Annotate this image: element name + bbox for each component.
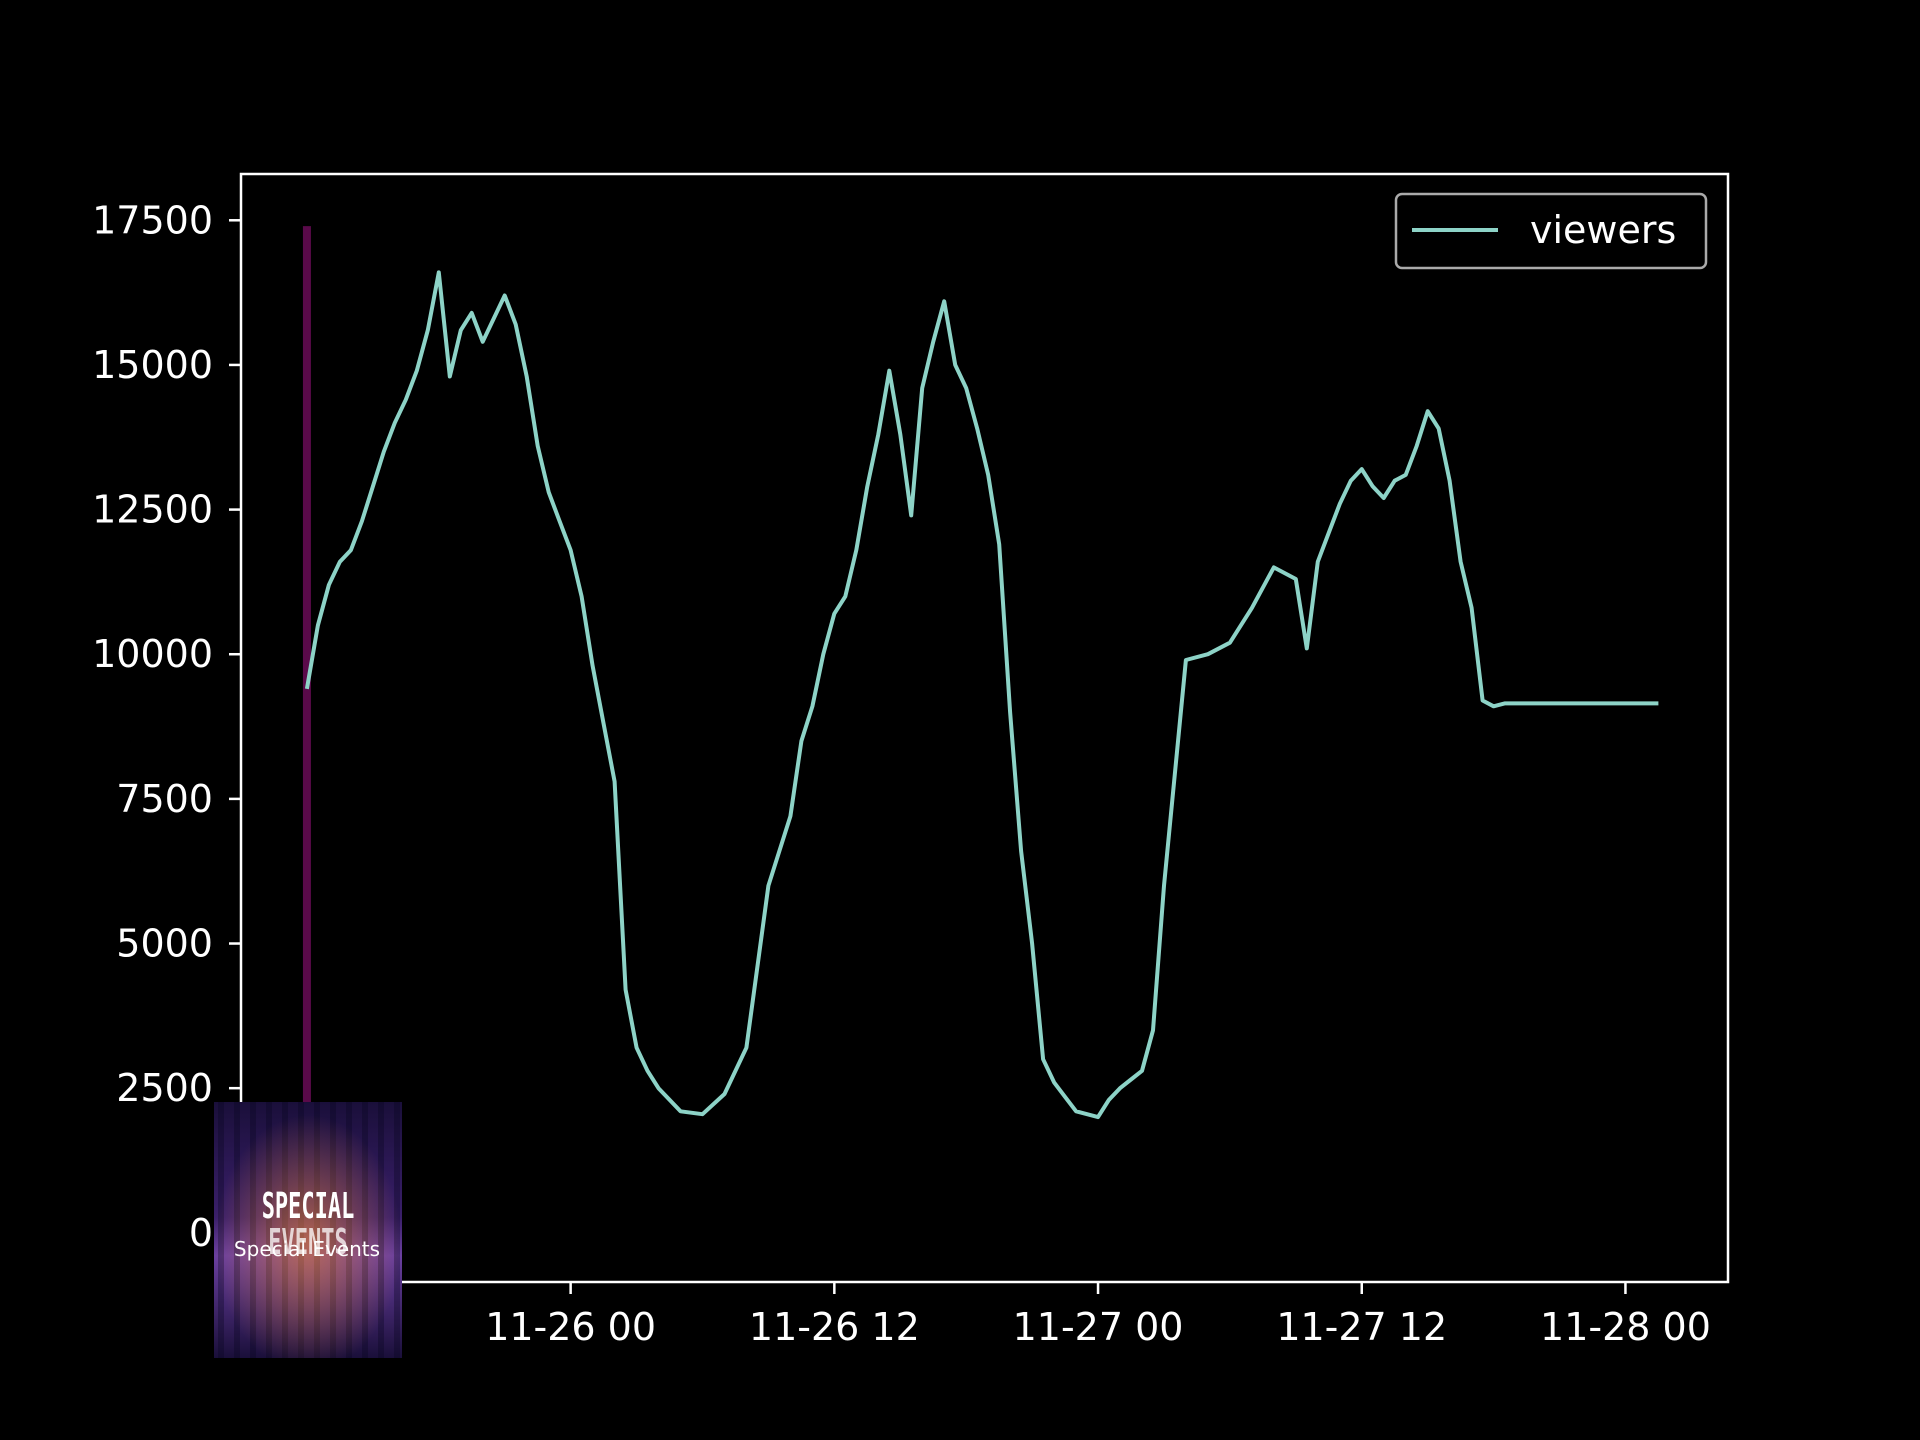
y-tick-label: 7500 xyxy=(116,777,213,821)
x-tick-label: 11-27 00 xyxy=(1013,1305,1184,1349)
x-axis: 11-26 00 11-26 12 11-27 00 11-27 12 11-28 00 xyxy=(485,1282,1711,1349)
y-tick-label: 12500 xyxy=(92,488,213,532)
special-events-thumbnail: SPECIAL EVENTS Special Events xyxy=(214,1102,402,1358)
y-axis: 0 2500 5000 7500 10000 12500 15000 17500 xyxy=(92,198,241,1255)
y-tick-label: 10000 xyxy=(92,632,213,676)
series-line-viewers xyxy=(304,270,1659,1120)
y-tick-label: 5000 xyxy=(116,922,213,966)
y-tick-label: 15000 xyxy=(92,343,213,387)
y-tick-label: 17500 xyxy=(92,198,213,242)
x-tick-label: 11-26 00 xyxy=(485,1305,656,1349)
thumbnail-caption: Special Events xyxy=(234,1237,380,1261)
y-tick-label: 2500 xyxy=(116,1066,213,1110)
x-tick-label: 11-27 12 xyxy=(1276,1305,1447,1349)
x-tick-label: 11-28 00 xyxy=(1540,1305,1711,1349)
y-tick-label: 0 xyxy=(189,1211,213,1255)
series-layer xyxy=(304,270,1659,1120)
x-tick-label: 11-26 12 xyxy=(749,1305,920,1349)
thumbnail-glow xyxy=(214,1102,402,1358)
plot-frame xyxy=(239,172,1730,1284)
legend: viewers xyxy=(1394,192,1708,270)
thumbnail-title-art: SPECIAL EVENTS xyxy=(262,1186,355,1263)
legend-box xyxy=(1394,192,1708,270)
legend-label: viewers xyxy=(1530,208,1676,252)
